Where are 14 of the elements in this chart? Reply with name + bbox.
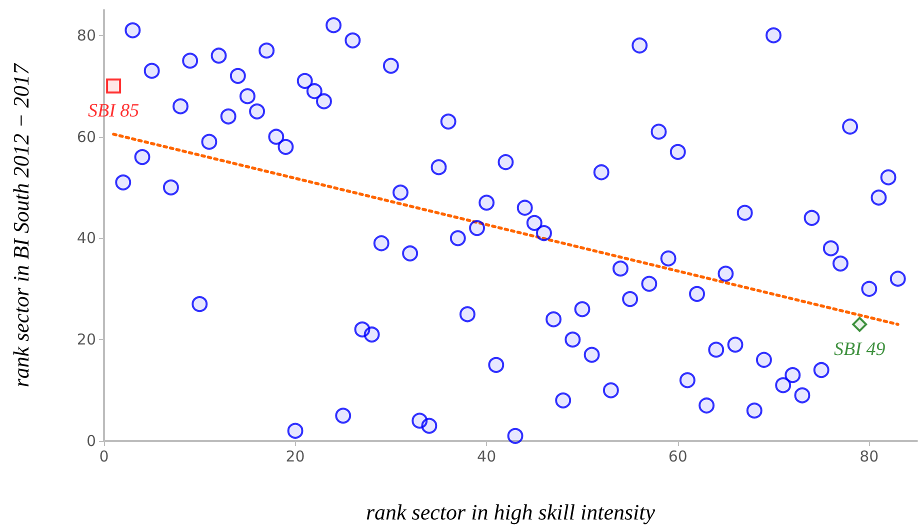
- y-tick-label: 40: [76, 229, 96, 248]
- x-axis-title: rank sector in high skill intensity: [366, 500, 656, 524]
- x-tick-label: 40: [477, 448, 496, 466]
- x-tick-label: 60: [668, 448, 688, 466]
- y-tick-label: 0: [86, 432, 96, 450]
- y-tick-label: 60: [76, 128, 96, 146]
- y-axis-title: rank sector in BI South 2012 − 2017: [8, 62, 34, 388]
- x-tick-label: 80: [860, 448, 879, 466]
- x-tick-label: 20: [286, 448, 305, 466]
- series-label: SBI 49: [834, 338, 886, 360]
- y-tick-label: 20: [76, 330, 96, 349]
- x-tick-label: 0: [99, 448, 109, 466]
- series-label: SBI 85: [88, 100, 140, 122]
- y-tick-label: 80: [76, 26, 96, 44]
